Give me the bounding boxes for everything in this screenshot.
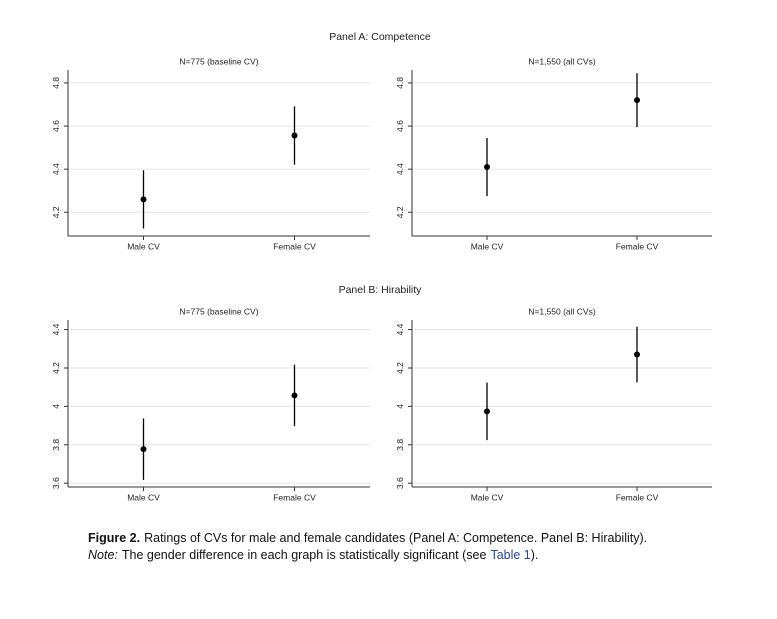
- y-tick-label: 4.6: [51, 120, 61, 132]
- y-tick-label: 3.6: [51, 477, 61, 489]
- chart-title: N=775 (baseline CV): [179, 306, 258, 316]
- y-tick-label: 4.2: [395, 206, 405, 218]
- y-tick-label: 3.6: [395, 477, 405, 489]
- x-tick-label: Female CV: [273, 241, 316, 251]
- point: [634, 97, 640, 104]
- y-tick-label: 3.8: [395, 439, 405, 451]
- y-tick-label: 4.4: [51, 163, 61, 175]
- note-end: ).: [530, 548, 539, 562]
- y-tick-label: 4.2: [51, 362, 61, 374]
- note-line: Note: The gender difference in each graph…: [88, 547, 728, 564]
- panel-title: Panel A: Competence: [329, 31, 431, 43]
- note-text: The gender difference in each graph is s…: [121, 548, 487, 562]
- point: [291, 392, 298, 399]
- caption-line: Figure 2. Ratings of CVs for male and fem…: [88, 530, 728, 547]
- table-link[interactable]: Table 1: [490, 548, 531, 562]
- y-tick-label: 4.4: [395, 163, 405, 175]
- y-tick-label: 4.6: [395, 120, 405, 132]
- y-tick-label: 4.8: [395, 77, 405, 89]
- x-tick-label: Female CV: [616, 492, 659, 502]
- x-tick-label: Male CV: [127, 241, 160, 251]
- x-tick-label: Male CV: [471, 241, 504, 251]
- figure: Panel A: Competence Panel B: Hirability …: [51, 31, 712, 502]
- y-tick-label: 4: [395, 404, 405, 409]
- panel-title: Panel B: Hirability: [339, 284, 423, 296]
- y-tick-label: 4.8: [51, 77, 61, 89]
- y-tick-label: 4.4: [395, 323, 405, 335]
- y-tick-label: 4: [51, 404, 61, 409]
- x-tick-label: Male CV: [127, 492, 160, 502]
- point: [484, 164, 490, 171]
- x-tick-label: Female CV: [616, 241, 659, 251]
- point: [291, 132, 298, 139]
- note-label: Note:: [88, 548, 118, 562]
- caption-text: Ratings of CVs for male and female candi…: [144, 531, 648, 545]
- y-tick-label: 4.4: [51, 323, 61, 335]
- point: [140, 446, 147, 453]
- chart-title: N=1,550 (all CVs): [528, 56, 595, 66]
- y-tick-label: 3.8: [51, 439, 61, 451]
- x-tick-label: Female CV: [273, 492, 316, 502]
- point: [484, 408, 490, 415]
- point: [634, 351, 640, 358]
- y-tick-label: 4.2: [395, 362, 405, 374]
- chart-title: N=775 (baseline CV): [179, 56, 258, 66]
- caption: Figure 2. Ratings of CVs for male and fem…: [88, 530, 728, 564]
- x-tick-label: Male CV: [471, 492, 504, 502]
- point: [140, 196, 147, 203]
- figure-label: Figure 2.: [88, 531, 141, 545]
- y-tick-label: 4.2: [51, 206, 61, 218]
- chart-title: N=1,550 (all CVs): [528, 306, 595, 316]
